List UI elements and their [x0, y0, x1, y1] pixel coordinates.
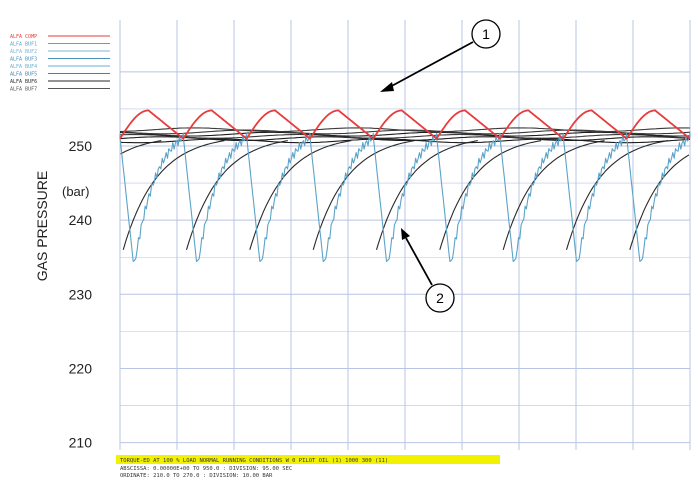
- callout-2: 2: [401, 228, 455, 313]
- y-tick-label: 250: [69, 138, 93, 154]
- legend-entry-label: ALFA BUF6: [10, 79, 37, 85]
- callout-1-circle: [471, 19, 501, 49]
- recovery-curve: [249, 140, 352, 250]
- legend-entry-label: ALFA BUF5: [10, 72, 37, 78]
- callout-2-label: 2: [436, 290, 444, 306]
- y-axis-ticks: 210 220 230 240 250: [69, 138, 93, 451]
- recovery-curve: [565, 140, 668, 250]
- recovery-curve: [502, 140, 605, 250]
- callout-1-arrowhead: [380, 82, 394, 92]
- bundle-line: [119, 133, 691, 139]
- legend-entry-label: ALFA BUF4: [10, 64, 37, 70]
- callout-1-arrow: [387, 41, 474, 89]
- y-tick-label: 230: [69, 286, 93, 302]
- bundle-line: [119, 136, 691, 142]
- y-axis-label: GAS PRESSURE: [34, 171, 50, 281]
- comp-pressure-line: [119, 109, 691, 140]
- recovery-curve: [439, 140, 542, 250]
- footer-line-1: TORQUE-ED AT 100 % LOAD NORMAL RUNNING C…: [120, 458, 388, 464]
- legend-entry-label: ALFA BUF3: [10, 57, 37, 63]
- recovery-curve: [629, 154, 690, 250]
- legend-entry-label: ALFA BUF2: [10, 49, 37, 55]
- footer-line-3: ORDINATE: 210.0 TO 270.0 : DIVISION: 10.…: [120, 473, 273, 479]
- footer-highlight: [116, 455, 500, 464]
- recovery-curve: [375, 140, 478, 250]
- bundle-line: [119, 138, 691, 144]
- buffer-pressure-line: [119, 132, 691, 262]
- bundle-line: [119, 127, 691, 133]
- legend-entry-label: ALFA BUF7: [10, 87, 37, 93]
- series-layer: [119, 109, 691, 262]
- y-axis-unit: (bar): [62, 184, 89, 199]
- callout-2-arrowhead: [401, 228, 410, 240]
- y-tick-label: 220: [69, 360, 93, 376]
- legend-entry-label: ALFA BUF1: [10, 42, 37, 48]
- bundle-line: [119, 131, 690, 137]
- footer-line-2: ABSCISSA: 0.00000E+00 TO 950.0 : DIVISIO…: [120, 466, 292, 472]
- recovery-curve: [122, 140, 225, 250]
- callout-2-circle: [425, 283, 455, 313]
- callout-2-arrow: [405, 237, 433, 286]
- callout-1-label: 1: [482, 26, 490, 42]
- y-tick-label: 240: [69, 212, 93, 228]
- legend-entry-label: ALFA COMP: [10, 34, 37, 40]
- callout-1: 1: [380, 19, 501, 92]
- y-tick-label: 210: [69, 435, 93, 451]
- recovery-curve: [312, 140, 415, 250]
- footer-info: TORQUE-ED AT 100 % LOAD NORMAL RUNNING C…: [116, 455, 500, 479]
- recovery-curve: [185, 140, 288, 250]
